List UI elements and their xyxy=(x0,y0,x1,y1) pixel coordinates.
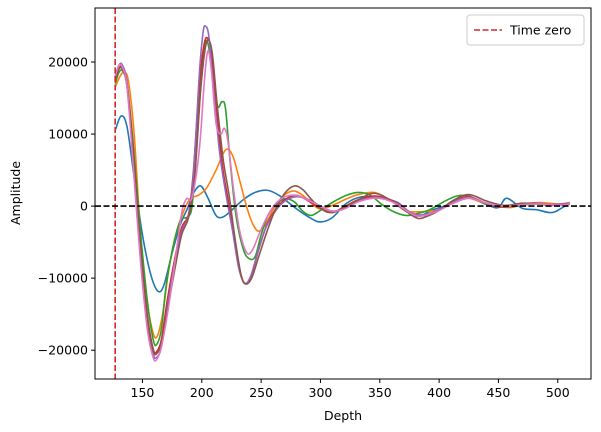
x-tick-label: 250 xyxy=(249,385,273,400)
y-axis-label: Amplitude xyxy=(8,161,23,225)
y-axis-ticks: −20000 −10000 0 10000 20000 xyxy=(38,55,95,358)
y-tick-label: −20000 xyxy=(38,343,88,358)
x-tick-label: 300 xyxy=(309,385,333,400)
x-tick-label: 400 xyxy=(427,385,451,400)
series-line-trace-7 xyxy=(114,50,570,362)
x-tick-label: 350 xyxy=(368,385,392,400)
x-tick-label: 450 xyxy=(487,385,511,400)
legend: Time zero xyxy=(466,14,585,46)
x-axis-ticks: 150 200 250 300 350 400 450 500 xyxy=(131,379,570,400)
series-line-trace-6 xyxy=(114,39,570,356)
plot-frame xyxy=(94,7,592,380)
y-tick-label: 0 xyxy=(80,199,88,214)
series-line-trace-3 xyxy=(114,39,570,347)
x-axis-label: Depth xyxy=(324,408,362,423)
legend-label-time-zero: Time zero xyxy=(509,23,571,38)
x-tick-label: 150 xyxy=(131,385,155,400)
series-layer xyxy=(114,24,570,362)
legend-box xyxy=(466,14,585,46)
x-tick-label: 200 xyxy=(190,385,214,400)
x-tick-label: 500 xyxy=(546,385,570,400)
y-tick-label: 10000 xyxy=(48,127,88,142)
reference-lines xyxy=(95,8,591,379)
y-tick-label: 20000 xyxy=(48,55,88,70)
y-tick-label: −10000 xyxy=(38,271,88,286)
